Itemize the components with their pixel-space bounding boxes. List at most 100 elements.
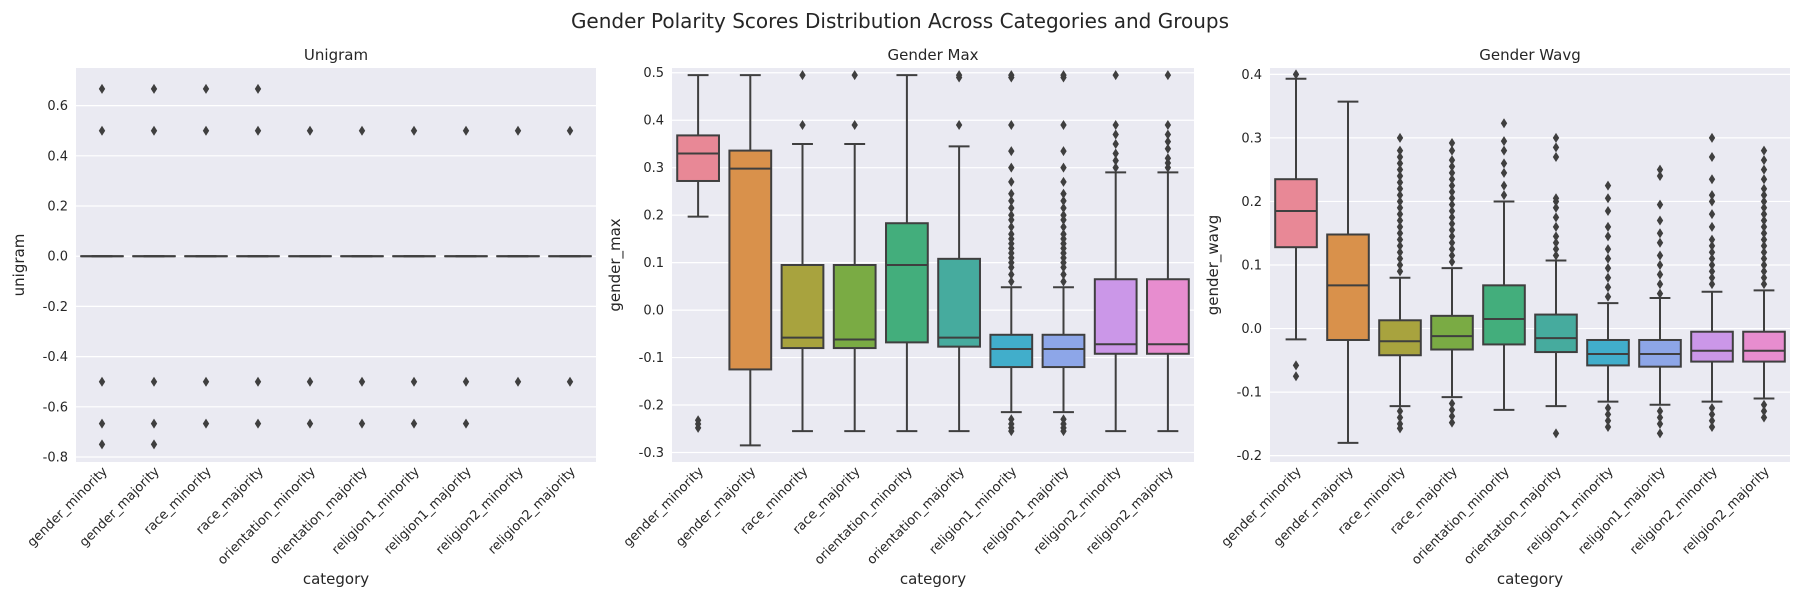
outlier-point: [1760, 215, 1768, 226]
outlier-point: [1760, 202, 1768, 213]
outlier-point: [1396, 247, 1404, 258]
x-tick-label: orientation_majority: [864, 464, 968, 568]
outlier-point: [1708, 402, 1716, 413]
y-tick-label: 0.3: [1241, 131, 1262, 146]
outlier-point: [566, 125, 574, 136]
outlier-point: [1396, 183, 1404, 194]
x-tick-label: religion2_minority: [1031, 464, 1125, 558]
outlier-point: [1604, 205, 1612, 216]
y-tick-label: -0.2: [639, 399, 664, 414]
box-gender_majority: [728, 74, 773, 447]
box-gender_majority: [1326, 100, 1370, 444]
y-tick-label: 0.2: [1241, 195, 1262, 210]
box-iqr: [1378, 319, 1422, 357]
outlier-point: [1760, 209, 1768, 220]
outlier-point: [358, 376, 366, 387]
outlier-point: [1760, 164, 1768, 175]
outlier-point: [1656, 228, 1664, 239]
box-religion2_minority: [1690, 132, 1734, 433]
outlier-point: [1552, 244, 1560, 255]
outlier-point: [1448, 212, 1456, 223]
outlier-point: [150, 439, 158, 450]
box-race_majority: [832, 70, 877, 433]
outlier-point: [1760, 183, 1768, 194]
box-gender_minority: [80, 83, 124, 450]
box-religion2_minority: [496, 125, 540, 387]
outlier-point: [1008, 426, 1015, 437]
outlier-point: [694, 422, 702, 433]
box-gender_minority: [1274, 69, 1318, 382]
outlier-point: [1604, 253, 1612, 264]
box-race_majority: [236, 83, 280, 429]
outlier-point: [1760, 399, 1768, 410]
box-religion2_majority: [1742, 145, 1786, 423]
y-tick-label: -0.4: [43, 350, 68, 365]
outlier-point: [1656, 269, 1664, 280]
outlier-point: [1552, 428, 1560, 439]
outlier-point: [98, 376, 106, 387]
outlier-point: [1552, 250, 1560, 261]
outlier-point: [410, 376, 418, 387]
outlier-point: [1008, 222, 1015, 233]
outlier-point: [306, 376, 314, 387]
box-religion2_majority: [548, 125, 592, 387]
outlier-point: [1448, 225, 1456, 236]
outlier-point: [1396, 423, 1404, 434]
outlier-point: [1760, 266, 1768, 277]
outlier-point: [1164, 70, 1172, 81]
outlier-point: [1396, 234, 1404, 245]
outlier-point: [98, 418, 106, 429]
outlier-point: [254, 83, 262, 94]
outlier-point: [1396, 228, 1404, 239]
outlier-point: [1448, 205, 1456, 216]
outlier-point: [1292, 360, 1300, 371]
box-race_minority: [780, 70, 825, 433]
outlier-point: [1112, 162, 1119, 173]
box-iqr: [1146, 278, 1190, 355]
outlier-point: [202, 125, 210, 136]
outlier-point: [1656, 237, 1664, 248]
outlier-point: [851, 70, 858, 81]
outlier-point: [1500, 136, 1508, 147]
outlier-point: [1552, 132, 1560, 143]
outlier-point: [1112, 129, 1119, 140]
outlier-point: [1552, 221, 1560, 232]
box-religion1_majority: [1041, 70, 1086, 437]
outlier-point: [1552, 212, 1560, 223]
outlier-point: [1760, 174, 1768, 185]
outlier-point: [1604, 272, 1612, 283]
outlier-point: [1060, 195, 1067, 206]
outlier-point: [1604, 193, 1612, 204]
outlier-point: [1760, 155, 1768, 166]
outlier-point: [1008, 210, 1015, 221]
box-iqr: [1690, 330, 1734, 363]
x-tick-label: religion2_minority: [1627, 464, 1721, 558]
outlier-point: [1760, 406, 1768, 417]
outlier-point: [1604, 282, 1612, 293]
outlier-point: [1760, 279, 1768, 290]
outlier-point: [1708, 266, 1716, 277]
outlier-point: [1604, 231, 1612, 242]
outlier-point: [202, 418, 210, 429]
outlier-point: [202, 83, 210, 94]
outlier-point: [1656, 418, 1664, 429]
outlier-point: [799, 119, 806, 130]
y-tick-label: 0.4: [1241, 68, 1262, 83]
outlier-point: [1008, 195, 1015, 206]
outlier-point: [1396, 406, 1404, 417]
box-gender_majority: [132, 83, 176, 450]
outlier-point: [1760, 228, 1768, 239]
outlier-point: [1060, 229, 1067, 240]
outlier-point: [1500, 167, 1508, 178]
outlier-point: [1112, 138, 1119, 149]
outlier-point: [1448, 218, 1456, 229]
outlier-point: [1604, 409, 1612, 420]
outlier-point: [1708, 272, 1716, 283]
outlier-point: [1396, 171, 1404, 182]
outlier-point: [1292, 69, 1300, 80]
outlier-point: [1708, 240, 1716, 251]
outlier-point: [1448, 256, 1456, 267]
y-tick-label: 0.0: [1241, 322, 1262, 337]
outlier-point: [1396, 164, 1404, 175]
